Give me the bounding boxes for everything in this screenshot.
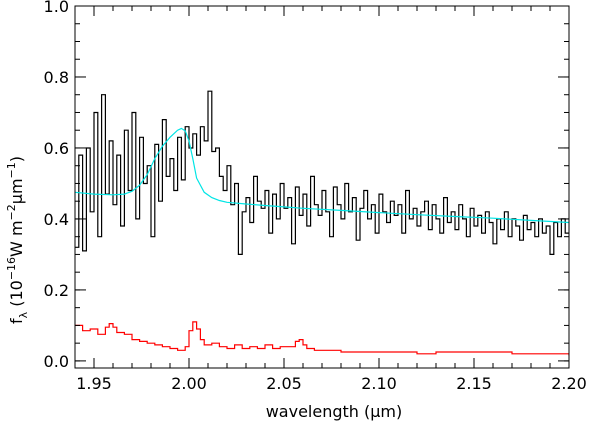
x-tick-label: 2.00 [171, 374, 207, 393]
spectrum-histogram [75, 90, 569, 255]
model-fit-line [75, 127, 569, 224]
y-axis-title-exp3: −1 [5, 162, 18, 178]
y-tick-label: 0.0 [44, 352, 69, 371]
x-axis-title: wavelength (μm) [266, 402, 403, 421]
y-axis-title-mid: (10 [7, 280, 26, 312]
x-tick-label: 2.15 [456, 374, 492, 393]
x-tick-label: 2.20 [551, 374, 587, 393]
y-axis-title-end: ) [7, 156, 26, 162]
x-tick-label: 2.10 [361, 374, 397, 393]
plot-area [75, 90, 569, 356]
x-tick-label: 1.95 [76, 374, 112, 393]
x-tick-label: 2.05 [266, 374, 302, 393]
noise-histogram [75, 321, 569, 356]
y-axis-title-base: f [7, 318, 26, 324]
y-axis-title-sub: λ [17, 311, 30, 318]
y-axis-title-mid2: W m [7, 220, 26, 257]
y-axis-title-exp2: −2 [5, 204, 18, 220]
y-tick-label: 0.8 [44, 68, 69, 87]
plot-frame [74, 5, 570, 369]
y-tick-label: 0.2 [44, 281, 69, 300]
axes: 1.95 2.00 2.05 2.10 2.15 2.20 0.0 0.2 0.4 0.6 0.8 1… [44, 0, 587, 393]
y-tick-label: 0.6 [44, 139, 69, 158]
y-axis-title: fλ (10−16W m−2μm−1) [5, 156, 30, 324]
y-axis-title-mid3: μm [7, 178, 26, 204]
y-axis-title-exp1: −16 [5, 257, 18, 280]
y-tick-label: 1.0 [44, 0, 69, 16]
y-tick-label: 0.4 [44, 210, 69, 229]
